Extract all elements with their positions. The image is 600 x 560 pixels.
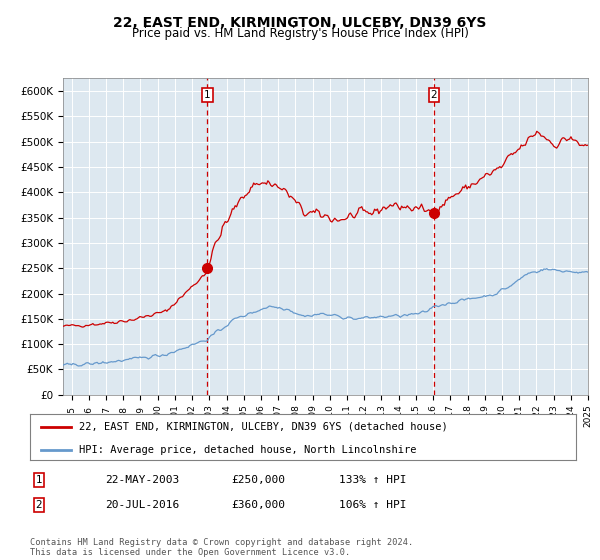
- Text: 2: 2: [35, 500, 43, 510]
- Text: 22, EAST END, KIRMINGTON, ULCEBY, DN39 6YS (detached house): 22, EAST END, KIRMINGTON, ULCEBY, DN39 6…: [79, 422, 448, 432]
- Text: £250,000: £250,000: [231, 475, 285, 485]
- Text: 22-MAY-2003: 22-MAY-2003: [105, 475, 179, 485]
- Text: Contains HM Land Registry data © Crown copyright and database right 2024.
This d: Contains HM Land Registry data © Crown c…: [30, 538, 413, 557]
- Text: 2: 2: [431, 90, 437, 100]
- Text: 106% ↑ HPI: 106% ↑ HPI: [339, 500, 407, 510]
- Text: 133% ↑ HPI: 133% ↑ HPI: [339, 475, 407, 485]
- Text: 22, EAST END, KIRMINGTON, ULCEBY, DN39 6YS: 22, EAST END, KIRMINGTON, ULCEBY, DN39 6…: [113, 16, 487, 30]
- Text: £360,000: £360,000: [231, 500, 285, 510]
- Text: 20-JUL-2016: 20-JUL-2016: [105, 500, 179, 510]
- Text: Price paid vs. HM Land Registry's House Price Index (HPI): Price paid vs. HM Land Registry's House …: [131, 27, 469, 40]
- Text: 1: 1: [35, 475, 43, 485]
- Text: HPI: Average price, detached house, North Lincolnshire: HPI: Average price, detached house, Nort…: [79, 445, 416, 455]
- Text: 1: 1: [204, 90, 211, 100]
